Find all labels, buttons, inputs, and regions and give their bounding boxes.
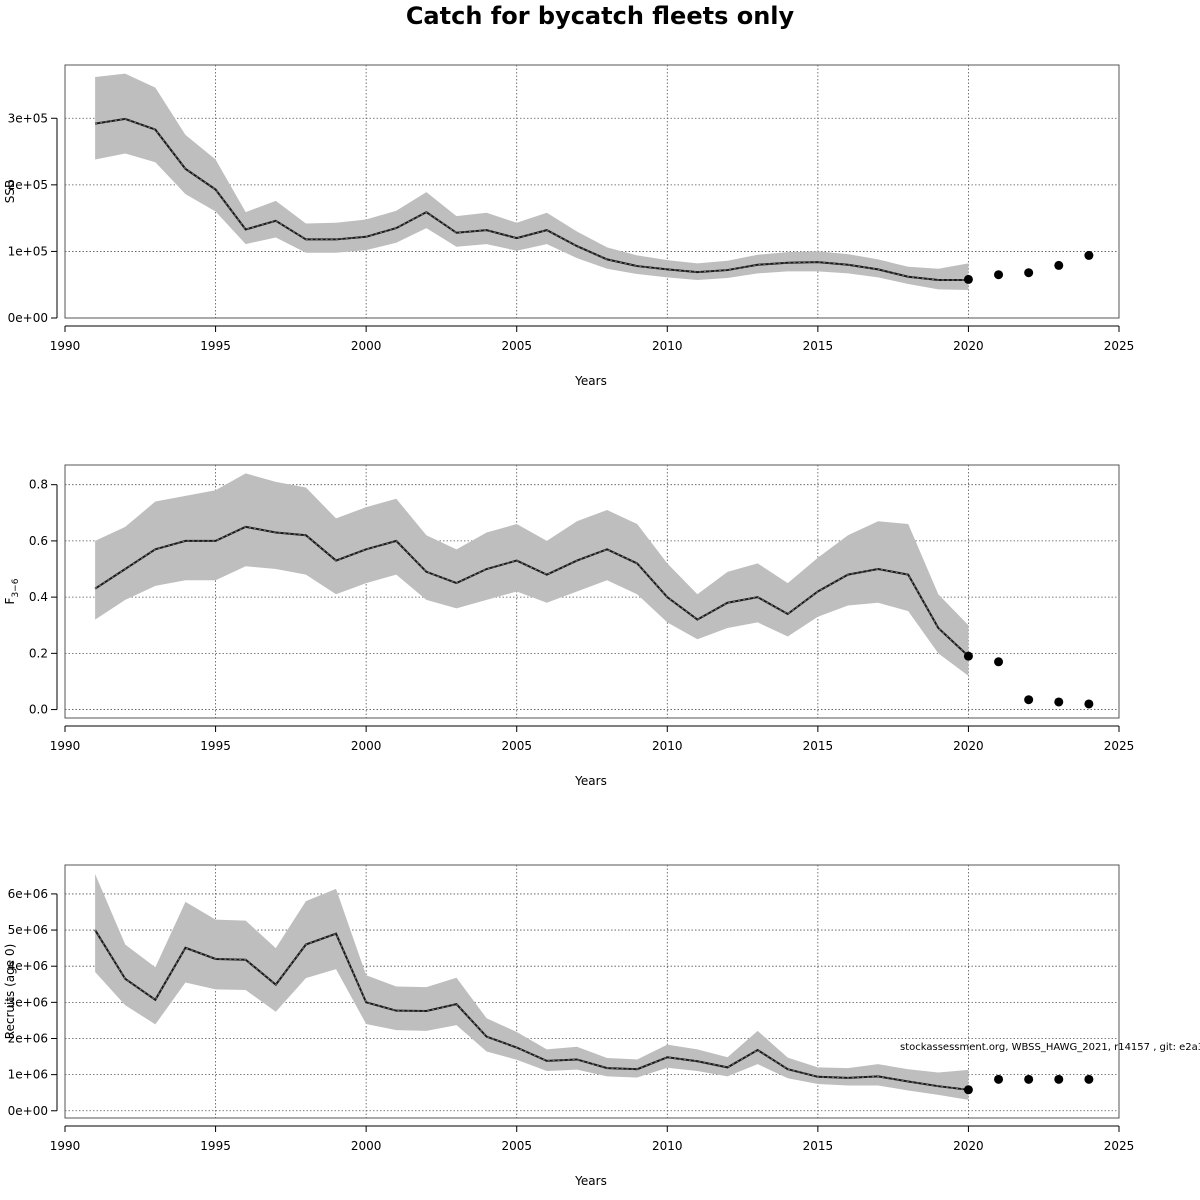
chart-panel-2: 1990 1995 2000 2005 2010 2015 2020 2025 Years 0.0… [3,464,1135,788]
y-tick-label: 2e+05 [8,178,48,192]
forecast-point [994,1074,1004,1084]
chart-panel-1: 1990 1995 2000 2005 2010 2015 2020 2025 Years 0e+… [3,64,1135,388]
forecast-point [1084,250,1094,260]
x-tick-label: 2025 [1104,739,1135,753]
forecast-point [1024,695,1034,705]
x-tick-label: 2015 [803,339,834,353]
chart-panels: 1990 1995 2000 2005 2010 2015 2020 2025 Years 0e+… [3,64,1135,1188]
forecast-point [1084,1074,1094,1084]
x-axis-label: Years [574,774,607,788]
estimate-line-dashes [94,526,969,657]
x-tick-label: 1995 [200,339,231,353]
y-tick-label: 0.2 [29,646,48,660]
y-tick-label: 0.8 [29,478,48,492]
x-tick-label: 2020 [953,739,984,753]
forecast-point [1024,1074,1034,1084]
x-tick-label: 2020 [953,339,984,353]
x-tick-label: 2000 [351,739,382,753]
x-tick-label: 2020 [953,1139,984,1153]
forecast-point [994,657,1004,667]
y-axis-label-subscript: 3−6 [11,578,21,597]
chart-title: Catch for bycatch fleets only [406,2,795,30]
plot-frame [64,864,1120,1119]
confidence-band [95,473,969,676]
forecast-point [963,1085,973,1095]
confidence-band [95,874,969,1100]
y-tick-label: 0e+00 [8,311,48,325]
x-axis-label: Years [574,374,607,388]
x-tick-label: 2000 [351,339,382,353]
y-axis-label-main: F [3,597,17,604]
y-tick-label: 0.4 [29,590,48,604]
forecast-point [1054,697,1064,707]
y-tick-label: 1e+06 [8,1068,48,1082]
x-tick-label: 2000 [351,1139,382,1153]
x-tick-label: 1990 [50,1139,81,1153]
forecast-point [994,270,1004,280]
x-tick-label: 2010 [652,1139,683,1153]
x-tick-label: 2025 [1104,339,1135,353]
y-tick-label: 3e+06 [8,995,48,1009]
y-tick-label: 2e+06 [8,1031,48,1045]
confidence-band [95,73,969,291]
chart-panel-3: 1990 1995 2000 2005 2010 2015 2020 2025 Years 0e+… [3,864,1135,1188]
forecast-point [1024,268,1034,278]
x-tick-label: 2010 [652,739,683,753]
y-axis-label-main: Recruits (age 0) [3,944,17,1040]
x-tick-label: 2025 [1104,1139,1135,1153]
x-tick-label: 1990 [50,739,81,753]
x-tick-label: 2005 [501,339,532,353]
plot-frame [64,64,1120,319]
x-tick-label: 2010 [652,339,683,353]
x-tick-label: 1995 [200,1139,231,1153]
watermark-text: stockassessment.org, WBSS_HAWG_2021, r14… [900,1042,1200,1053]
forecast-point [963,651,973,661]
x-tick-label: 1995 [200,739,231,753]
y-tick-label: 0e+00 [8,1104,48,1118]
y-tick-label: 0.0 [29,703,48,717]
y-tick-label: 1e+05 [8,244,48,258]
estimate-line-dashes [95,118,969,281]
x-tick-label: 2005 [501,739,532,753]
x-axis-label: Years [574,1174,607,1188]
x-tick-label: 1990 [50,339,81,353]
y-tick-label: 4e+06 [8,959,48,973]
forecast-point [1054,260,1064,270]
estimate-line-dashes [94,929,969,1091]
y-tick-label: 5e+06 [8,923,48,937]
y-tick-label: 3e+05 [8,111,48,125]
y-tick-label: 6e+06 [8,887,48,901]
x-tick-label: 2015 [803,739,834,753]
forecast-point [1084,699,1094,709]
x-tick-label: 2015 [803,1139,834,1153]
y-axis-label-main: SSB [3,180,17,203]
y-axis-label: SSB [3,180,17,203]
forecast-point [1054,1074,1064,1084]
plot-frame [64,464,1120,719]
y-tick-label: 0.6 [29,534,48,548]
forecast-point [963,274,973,284]
x-tick-label: 2005 [501,1139,532,1153]
y-axis-label: Recruits (age 0) [3,944,17,1040]
y-axis-label: F3−6 [3,578,21,604]
